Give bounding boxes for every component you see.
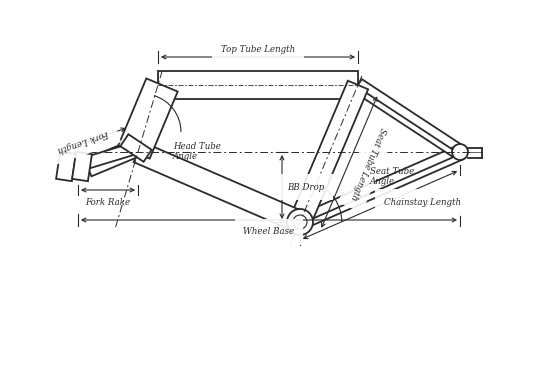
Polygon shape [158,71,358,99]
Polygon shape [120,134,152,162]
Text: Seat Tube Length: Seat Tube Length [349,126,388,201]
Polygon shape [85,140,140,176]
Circle shape [287,209,313,235]
Polygon shape [118,78,178,159]
Text: Chainstay Length: Chainstay Length [384,198,461,207]
Text: Fork Length: Fork Length [57,128,110,154]
Polygon shape [290,81,368,226]
Polygon shape [354,79,464,158]
Polygon shape [301,154,463,229]
Circle shape [452,144,468,160]
Polygon shape [68,142,138,174]
Polygon shape [56,152,76,181]
Circle shape [293,215,307,229]
Text: Fork Rake: Fork Rake [85,198,130,207]
Polygon shape [297,145,463,228]
Polygon shape [354,87,459,159]
Text: Top Tube Length: Top Tube Length [221,45,295,54]
Text: Seat Tube
Angle: Seat Tube Angle [370,167,414,186]
Text: BB Drop: BB Drop [287,182,324,192]
Text: Head Tube
Angle: Head Tube Angle [173,142,221,161]
Text: Wheel Base: Wheel Base [244,228,295,236]
Polygon shape [134,142,304,232]
Polygon shape [72,152,92,181]
